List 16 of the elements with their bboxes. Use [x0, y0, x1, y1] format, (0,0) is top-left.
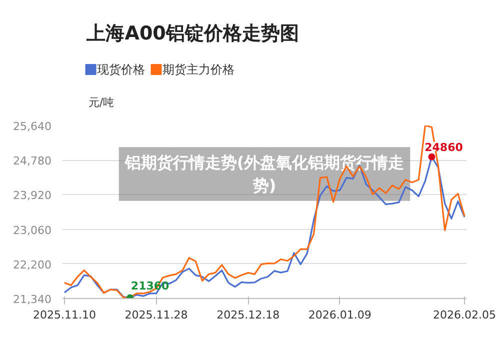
x-tick-label: 2025.11.28 [124, 308, 188, 322]
y-tick-label: 21,340 [13, 293, 52, 306]
legend-label: 现货价格 [97, 62, 146, 76]
annotation: 24860 [424, 140, 464, 154]
y-tick-label: 23,060 [13, 224, 52, 237]
chart-title: 上海A00铝锭价格走势图 [86, 22, 299, 44]
x-tick-label: 2026.02.05 [433, 308, 496, 322]
x-tick-label: 2025.12.18 [216, 308, 280, 322]
y-axis-title: 元/吨 [88, 96, 114, 109]
y-tick-label: 23,920 [13, 189, 52, 202]
x-tick-label: 2025.11.10 [32, 308, 96, 322]
y-tick-label: 25,640 [13, 120, 52, 133]
x-tick-label: 2026.01.09 [308, 308, 372, 322]
y-tick-label: 22,200 [13, 258, 52, 272]
legend-label: 期货主力价格 [162, 62, 235, 76]
y-tick-label: 24,780 [13, 154, 52, 168]
